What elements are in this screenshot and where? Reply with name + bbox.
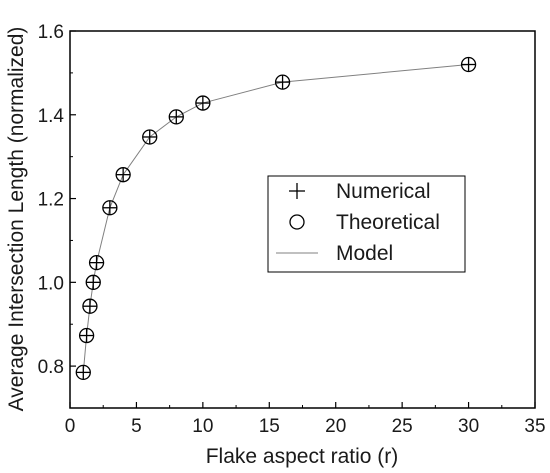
legend-label-theoretical: Theoretical bbox=[336, 211, 440, 234]
numerical-point bbox=[82, 299, 97, 314]
legend-plus-icon bbox=[289, 183, 305, 199]
x-tick-label: 0 bbox=[65, 416, 76, 437]
x-axis-label: Flake aspect ratio (r) bbox=[206, 445, 399, 468]
numerical-point bbox=[76, 365, 91, 380]
legend: Numerical Theoretical Model bbox=[267, 175, 466, 273]
legend-box bbox=[267, 175, 466, 273]
legend-label-model: Model bbox=[336, 242, 393, 265]
numerical-point bbox=[195, 96, 210, 111]
numerical-point bbox=[169, 109, 184, 124]
numerical-point bbox=[461, 57, 476, 72]
y-tick-label: 0.8 bbox=[38, 357, 64, 378]
numerical-point bbox=[142, 129, 157, 144]
numerical-point bbox=[79, 328, 94, 343]
numerical-point bbox=[116, 167, 131, 182]
numerical-point bbox=[86, 275, 101, 290]
numerical-point bbox=[275, 75, 290, 90]
y-tick-label: 1.6 bbox=[38, 22, 64, 43]
data-markers bbox=[75, 56, 477, 381]
x-tick-label: 35 bbox=[524, 416, 545, 437]
x-tick-labels: 0 5 10 15 20 25 30 35 bbox=[65, 416, 546, 437]
numerical-point bbox=[102, 200, 117, 215]
x-tick-label: 5 bbox=[131, 416, 142, 437]
legend-circle-icon bbox=[289, 214, 305, 230]
numerical-point bbox=[89, 255, 104, 270]
x-tick-label: 20 bbox=[325, 416, 346, 437]
y-tick-label: 1.2 bbox=[38, 190, 64, 211]
axis-ticks bbox=[69, 30, 536, 409]
x-tick-label: 25 bbox=[392, 416, 413, 437]
y-axis-label: Average Intersection Length (normalized) bbox=[5, 27, 28, 412]
legend-label-numerical: Numerical bbox=[336, 180, 431, 203]
x-tick-label: 10 bbox=[192, 416, 213, 437]
y-tick-label: 1.4 bbox=[38, 106, 65, 127]
x-tick-label: 15 bbox=[259, 416, 280, 437]
y-tick-label: 1.0 bbox=[38, 273, 64, 294]
x-tick-label: 30 bbox=[458, 416, 479, 437]
y-tick-labels: 0.8 1.0 1.2 1.4 1.6 bbox=[38, 22, 65, 378]
